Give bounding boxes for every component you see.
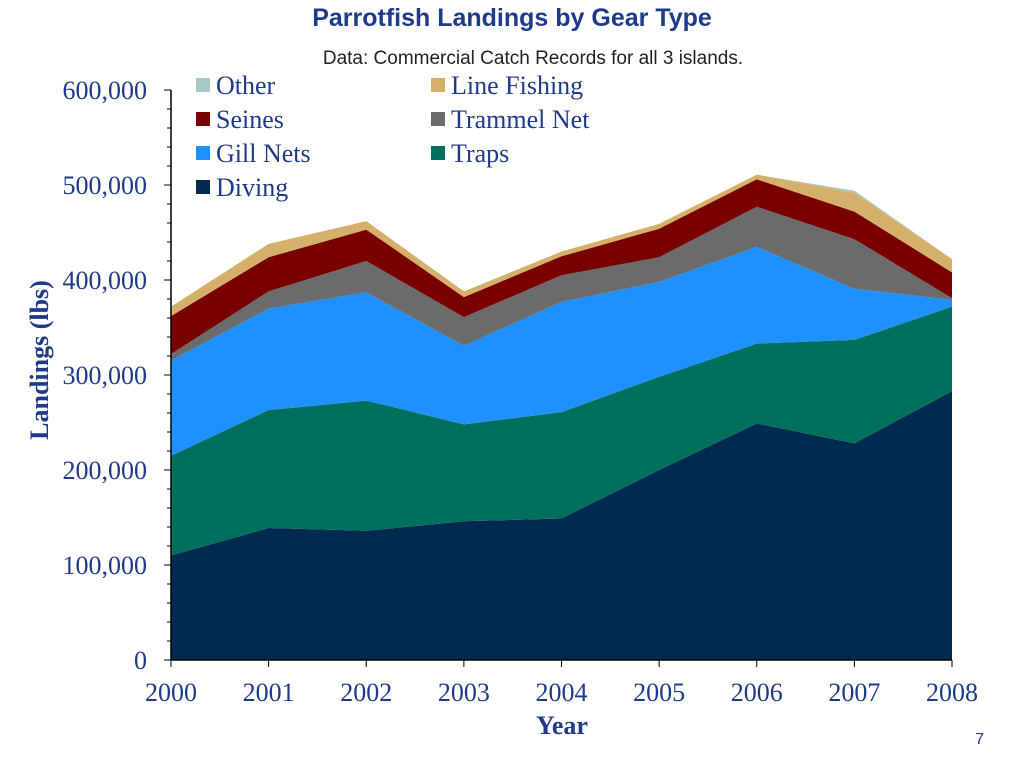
area-diving: [171, 391, 952, 660]
legend-swatch-trammel-net: [431, 112, 445, 126]
legend-label: Line Fishing: [451, 71, 583, 100]
legend-label: Gill Nets: [216, 139, 311, 168]
chart-title: Parrotfish Landings by Gear Type: [312, 4, 712, 32]
page-number: 7: [975, 731, 984, 748]
legend-swatch-line-fishing: [431, 78, 445, 92]
area-gill-nets: [171, 246, 952, 456]
x-tick-label: 2007: [828, 678, 880, 707]
x-tick-label: 2003: [438, 678, 490, 707]
y-tick-label: 600,000: [63, 76, 148, 105]
legend-swatch-diving: [196, 180, 210, 194]
area-seines: [171, 179, 952, 355]
legend-label: Traps: [451, 139, 509, 168]
legend-swatch-seines: [196, 112, 210, 126]
x-tick-label: 2005: [633, 678, 685, 707]
chart-subtitle: Data: Commercial Catch Records for all 3…: [322, 48, 744, 69]
y-tick-label: 200,000: [63, 456, 148, 485]
x-tick-label: 2006: [731, 678, 783, 707]
legend: Other Line Fishing Seines Trammel Net Gill N…: [196, 71, 590, 202]
legend-swatch-traps: [431, 146, 445, 160]
x-tick-label: 2001: [243, 678, 295, 707]
y-tick-label: 500,000: [63, 171, 148, 200]
x-axis-label: Year: [536, 711, 588, 740]
area-trammel-net: [171, 206, 952, 361]
legend-label: Seines: [216, 105, 284, 134]
y-tick-label: 400,000: [63, 266, 148, 295]
legend-swatch-other: [196, 78, 210, 92]
x-tick-label: 2008: [926, 678, 978, 707]
x-tick-label: 2000: [145, 678, 197, 707]
y-tick-label: 300,000: [63, 361, 148, 390]
area-layers: [171, 174, 952, 660]
y-tick-label: 0: [134, 646, 147, 675]
legend-label: Other: [216, 71, 276, 100]
area-traps: [171, 306, 952, 556]
legend-swatch-gill-nets: [196, 146, 210, 160]
x-tick-label: 2004: [536, 678, 588, 707]
axes: 0 100,000 200,000 300,000 400,000 500,000 600,…: [63, 76, 979, 707]
legend-label: Trammel Net: [451, 105, 590, 134]
y-tick-label: 100,000: [63, 551, 148, 580]
y-axis-label: Landings (lbs): [25, 280, 54, 440]
x-tick-label: 2002: [340, 678, 392, 707]
legend-label: Diving: [216, 173, 288, 202]
